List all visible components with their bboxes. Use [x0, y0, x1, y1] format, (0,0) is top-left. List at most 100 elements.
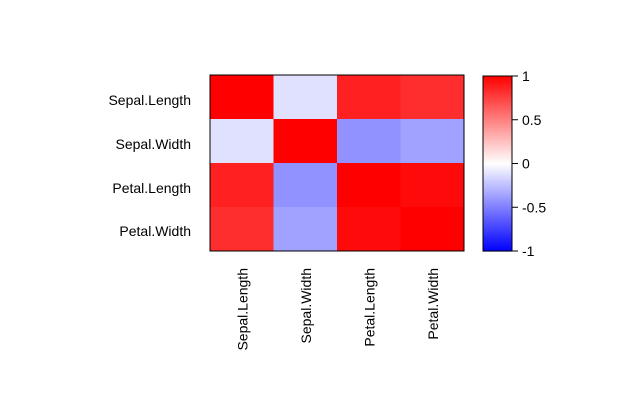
colorbar-segment [483, 90, 512, 93]
heatmap-cell [273, 75, 338, 120]
colorbar-segment [483, 214, 512, 217]
colorbar-segment [483, 151, 512, 154]
colorbar-segment [483, 230, 512, 233]
colorbar-segment [483, 146, 512, 149]
colorbar-segment [483, 130, 512, 133]
colorbar-segment [483, 147, 512, 151]
colorbar-segment [483, 105, 512, 109]
colorbar-segment [483, 140, 512, 144]
column-label: Petal.Length [362, 268, 378, 347]
colorbar-tick-label: -0.5 [522, 199, 546, 215]
colorbar-segment [483, 97, 512, 100]
colorbar-segment [483, 247, 512, 250]
colorbar-segment [483, 153, 512, 156]
colorbar-tick-label: -1 [522, 243, 535, 259]
colorbar-segment [483, 167, 512, 170]
colorbar-segment [483, 200, 512, 203]
colorbar-segment [483, 224, 512, 228]
colorbar-segment [483, 104, 512, 107]
colorbar-segment [483, 132, 512, 135]
colorbar-segment [483, 95, 512, 98]
colorbar-segment [483, 207, 512, 210]
colorbar-segment [483, 161, 512, 165]
colorbar-segment [483, 116, 512, 119]
heatmap-cells [210, 75, 465, 252]
colorbar-segment [483, 156, 512, 159]
colorbar-segment [483, 121, 512, 124]
colorbar-segment [483, 76, 512, 79]
colorbar-segment [483, 118, 512, 121]
colorbar-segment [483, 228, 512, 231]
colorbar-segment [483, 168, 512, 172]
colorbar-segment [483, 125, 512, 128]
colorbar-segment [483, 195, 512, 198]
colorbar-segment [483, 91, 512, 95]
colorbar-segment [483, 144, 512, 147]
row-label: Petal.Length [112, 180, 191, 196]
colorbar-segment [483, 202, 512, 205]
colorbar-segment [483, 163, 512, 166]
colorbar-segment [483, 240, 512, 243]
colorbar-tick-label: 1 [522, 68, 530, 84]
colorbar-segment [483, 221, 512, 224]
heatmap-cell [400, 119, 465, 164]
colorbar-segment [483, 181, 512, 184]
heatmap-border [209, 74, 465, 252]
colorbar-segment [483, 212, 512, 215]
row-label: Petal.Width [119, 223, 191, 239]
colorbar-segment [483, 119, 512, 123]
colorbar-segment [483, 126, 512, 130]
column-labels: Sepal.Length Sepal.Width Petal.Length Pe… [235, 268, 442, 351]
colorbar-segment [483, 244, 512, 247]
colorbar-segment [483, 219, 512, 222]
colorbar-segment [483, 93, 512, 96]
heatmap-cell [210, 119, 274, 164]
column-label: Sepal.Width [298, 268, 314, 343]
colorbar-segment [483, 154, 512, 158]
row-label: Sepal.Length [108, 92, 191, 108]
colorbar-segment [483, 189, 512, 193]
colorbar-segment [483, 217, 512, 221]
heatmap-cell [337, 207, 401, 252]
colorbar-segment [483, 86, 512, 89]
colorbar-segment [483, 184, 512, 187]
colorbar-segment [483, 198, 512, 201]
colorbar-segment [483, 182, 512, 186]
colorbar-segment [483, 210, 512, 214]
colorbar-segment [483, 177, 512, 180]
colorbar-segment [483, 79, 512, 82]
colorbar-segment [483, 112, 512, 116]
heatmap-cell [273, 207, 338, 252]
heatmap-cell [337, 75, 401, 120]
colorbar-segment [483, 186, 512, 189]
row-labels: Sepal.Length Sepal.Width Petal.Length Pe… [108, 92, 191, 239]
colorbar-segment [483, 188, 512, 191]
colorbar-segment [483, 111, 512, 114]
heatmap-cell [400, 163, 465, 208]
colorbar-segment [483, 88, 512, 91]
colorbar-segment [483, 172, 512, 175]
colorbar-segment [483, 226, 512, 229]
heatmap-cell [337, 119, 401, 164]
colorbar-tick-label: 0 [522, 156, 530, 172]
colorbar-segment [483, 209, 512, 212]
colorbar-segment [483, 216, 512, 219]
heatmap-cell [210, 207, 274, 252]
colorbar-segment [483, 175, 512, 179]
colorbar-segment [483, 149, 512, 152]
column-label: Sepal.Length [235, 268, 251, 351]
colorbar-segment [483, 179, 512, 182]
colorbar-segment [483, 100, 512, 103]
colorbar-segment [483, 83, 512, 86]
colorbar-segment [483, 174, 512, 177]
colorbar-segment [483, 114, 512, 117]
colorbar-segment [483, 135, 512, 138]
colorbar-segment [483, 231, 512, 235]
colorbar-segment [483, 242, 512, 245]
colorbar-segment [483, 223, 512, 226]
colorbar-segment [483, 137, 512, 140]
colorbar-segment [483, 196, 512, 200]
heatmap-cell [273, 119, 338, 164]
colorbar: 1 0.5 0 -0.5 -1 [482, 68, 546, 259]
